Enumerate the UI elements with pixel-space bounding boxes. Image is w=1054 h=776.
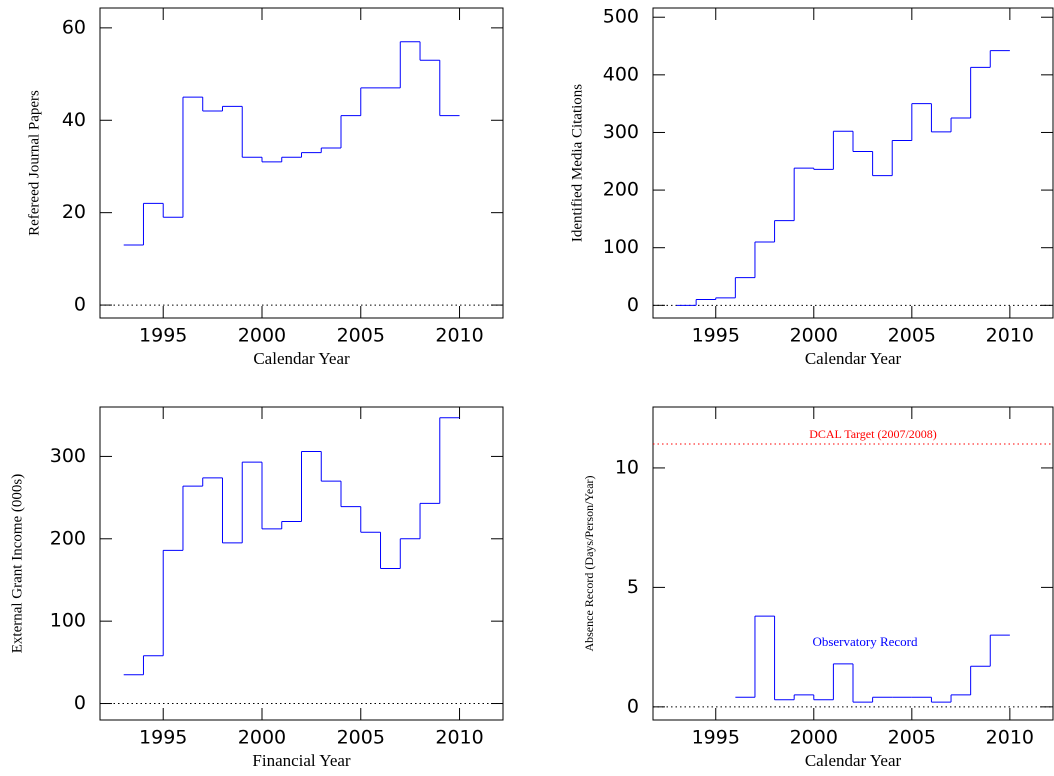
y-tick-label: 10 xyxy=(615,456,639,478)
y-tick-label: 20 xyxy=(62,201,86,223)
y-axis-label: Refereed Journal Papers xyxy=(26,90,42,236)
x-axis-label: Calendar Year xyxy=(805,349,902,368)
y-axis-label: Identified Media Citations xyxy=(569,84,585,242)
y-tick-label: 500 xyxy=(603,6,639,28)
plot-frame xyxy=(99,406,504,721)
plot-frame xyxy=(99,7,504,319)
y-tick-label: 200 xyxy=(603,179,639,201)
x-tick-label: 1995 xyxy=(139,325,187,347)
y-tick-label: 40 xyxy=(62,109,86,131)
x-tick-label: 2000 xyxy=(238,325,286,347)
y-tick-label: 100 xyxy=(603,236,639,258)
y-tick-label: 200 xyxy=(50,527,86,549)
panel: 1995 2000 2005 2010 0 100 200 300 400 500 Calendar… xyxy=(569,6,1054,368)
reference-label: DCAL Target (2007/2008) xyxy=(809,427,937,441)
x-axis-label: Calendar Year xyxy=(805,751,902,770)
x-axis-label: Financial Year xyxy=(252,751,351,770)
plot-frame xyxy=(652,406,1054,721)
y-axis-label: Absence Record (Days/Person/Year) xyxy=(582,475,596,651)
panel: 1995 2000 2005 2010 0 5 10 Calendar Year Absence… xyxy=(582,406,1054,770)
y-tick-label: 300 xyxy=(50,445,86,467)
y-tick-label: 0 xyxy=(627,695,639,717)
y-tick-label: 5 xyxy=(627,576,639,598)
y-axis-label: External Grant Income (000s) xyxy=(9,474,25,654)
x-tick-label: 2005 xyxy=(888,325,936,347)
x-tick-label: 1995 xyxy=(692,325,740,347)
x-tick-label: 2010 xyxy=(986,325,1034,347)
x-tick-label: 2010 xyxy=(986,727,1034,749)
panel: 1995 2000 2005 2010 0 20 40 60 Calendar Year Refe… xyxy=(26,7,504,368)
x-tick-label: 2005 xyxy=(337,727,385,749)
plot-frame xyxy=(652,7,1054,319)
x-tick-label: 2005 xyxy=(888,727,936,749)
x-tick-label: 2000 xyxy=(790,325,838,347)
y-tick-label: 400 xyxy=(603,63,639,85)
y-tick-label: 0 xyxy=(627,294,639,316)
y-tick-label: 100 xyxy=(50,610,86,632)
y-tick-label: 0 xyxy=(74,692,86,714)
y-tick-label: 0 xyxy=(74,294,86,316)
x-tick-label: 2010 xyxy=(435,325,483,347)
x-tick-label: 2010 xyxy=(435,727,483,749)
annotation: Observatory Record xyxy=(812,634,918,649)
y-tick-label: 60 xyxy=(62,16,86,38)
x-tick-label: 2005 xyxy=(337,325,385,347)
x-tick-label: 2000 xyxy=(790,727,838,749)
x-tick-label: 2000 xyxy=(238,727,286,749)
panel: 1995 2000 2005 2010 0 100 200 300 Financial Year… xyxy=(9,406,504,770)
x-tick-label: 1995 xyxy=(692,727,740,749)
y-tick-label: 300 xyxy=(603,121,639,143)
x-tick-label: 1995 xyxy=(139,727,187,749)
x-axis-label: Calendar Year xyxy=(253,349,350,368)
